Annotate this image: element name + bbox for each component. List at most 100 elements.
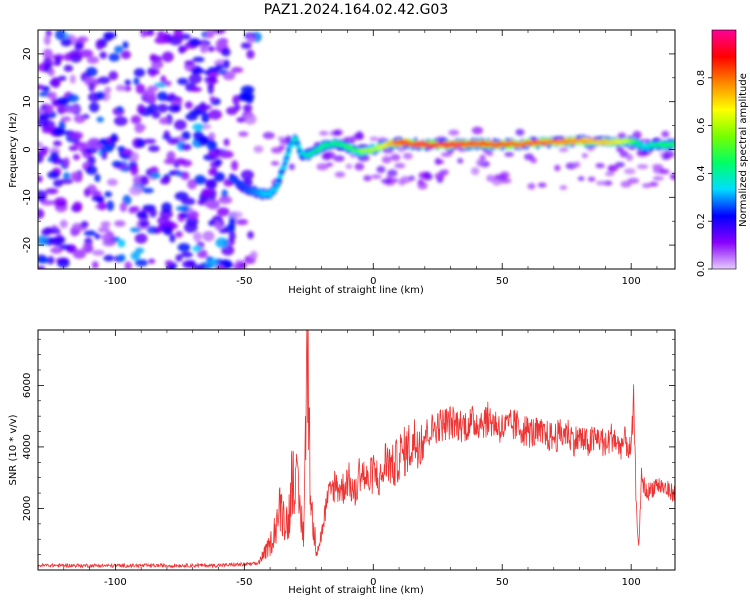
spectrogram-noise-blob	[100, 233, 112, 241]
spectrogram-noise-blob	[51, 157, 64, 165]
spectrogram-noise-blob	[499, 171, 510, 179]
spectrogram-noise-blob	[470, 167, 480, 176]
spectrogram-noise-blob	[240, 85, 255, 95]
spectrogram-noise-blob	[114, 220, 126, 227]
spectrogram-noise-blob	[180, 143, 192, 151]
spectrogram-noise-blob	[363, 175, 372, 182]
spectrogram-noise-blob	[175, 205, 190, 212]
spectrogram-ridge-cell	[493, 144, 499, 146]
spectrogram-ridge-cell	[561, 139, 567, 141]
spectrogram-ridge-cell	[348, 144, 353, 149]
spectrogram-ridge-cell	[287, 145, 293, 150]
spectrogram-noise-blob	[88, 137, 100, 144]
spectrogram-noise-blob	[158, 117, 171, 125]
spectrogram-noise-blob	[74, 42, 84, 51]
spectrogram-y-tick-label: -10	[22, 189, 33, 205]
spectrogram-noise-blob	[188, 38, 201, 47]
snr-frame	[37, 329, 676, 571]
spectrogram-noise-blob	[59, 178, 74, 185]
spectrogram-noise-blob	[270, 161, 280, 166]
spectrogram-noise-blob	[88, 102, 100, 113]
spectrogram-ridge-cell	[318, 146, 324, 151]
spectrogram-ridge-cell	[453, 144, 459, 149]
spectrogram-noise-blob	[130, 165, 139, 176]
spectrogram-noise-blob	[381, 155, 392, 164]
spectrogram-noise-blob	[124, 79, 132, 86]
spectrogram-noise-blob	[355, 131, 364, 139]
spectrogram-noise-blob	[80, 220, 89, 228]
spectrogram-ridge-cell	[553, 139, 559, 141]
spectrogram-noise-blob	[354, 162, 365, 171]
colorbar-frame	[711, 29, 737, 270]
spectrogram-noise-blob	[38, 108, 45, 115]
spectrogram-noise-blob	[140, 175, 150, 186]
snr-y-tick-label: 6000	[22, 373, 33, 398]
spectrogram-noise-blob	[59, 219, 68, 229]
spectrogram-noise-blob	[140, 221, 147, 229]
spectrogram-ridge-cell	[425, 142, 431, 145]
spectrogram-ridge-cell	[278, 173, 284, 178]
spectrogram-noise-blob	[178, 46, 188, 52]
spectrogram-noise-blob	[134, 233, 148, 244]
spectrogram-noise-blob	[642, 183, 652, 189]
spectrogram-y-axis-label: Frequency (Hz)	[8, 112, 19, 188]
spectrogram-noise-blob	[97, 201, 107, 211]
spectrogram-x-tick-label: 100	[622, 276, 641, 287]
spectrogram-noise-blob	[53, 197, 67, 208]
spectrogram-ridge-cell	[572, 139, 578, 141]
spectrogram-noise-blob	[136, 210, 147, 219]
spectrogram-noise-blob	[345, 163, 353, 170]
colorbar-label: Normalized spectral amplitude	[738, 73, 749, 227]
spectrogram-noise-blob	[369, 136, 379, 142]
spectrogram-noise-blob	[41, 126, 53, 134]
spectrogram-noise-blob	[247, 231, 254, 239]
spectrogram-noise-blob	[209, 96, 216, 102]
spectrogram-noise-blob	[204, 179, 216, 189]
spectrogram-ridge-cell	[620, 139, 626, 141]
spectrogram-noise-blob	[122, 194, 132, 206]
spectrogram-ridge-cell	[414, 142, 420, 145]
spectrogram-noise-blob	[167, 265, 176, 269]
spectrogram-noise-blob	[581, 152, 588, 159]
colorbar-tick-label: 0.0	[696, 261, 707, 277]
spectrogram-noise-blob	[97, 226, 110, 233]
spectrogram-noise-blob	[47, 256, 55, 265]
spectrogram-noise-blob	[71, 222, 83, 231]
spectrogram-x-tick-label: -50	[236, 276, 252, 287]
spectrogram-ridge-cell	[273, 186, 279, 191]
spectrogram-noise-blob	[246, 35, 255, 44]
spectrogram-noise-blob	[41, 85, 51, 92]
spectrogram-noise-blob	[142, 187, 154, 194]
spectrogram-noise-blob	[100, 221, 111, 228]
spectrogram-noise-blob	[68, 145, 79, 152]
snr-y-ticks: 2000 4000 6000	[22, 338, 675, 571]
spectrogram-x-tick-label: -100	[104, 276, 127, 287]
snr-panel: -100 -50 0 50 100 2000 4000 6000 Height of str…	[8, 329, 676, 596]
spectrogram-noise-blob	[117, 146, 126, 152]
spectrogram-noise-blob	[55, 30, 66, 41]
spectrogram-ridge-cell	[592, 139, 598, 141]
spectrogram-noise-blob	[537, 182, 547, 188]
spectrogram-noise-blob	[47, 170, 60, 179]
spectrogram-noise-blob	[143, 138, 157, 144]
spectrogram-noise-blob	[60, 116, 72, 122]
spectrogram-noise-blob	[38, 115, 50, 121]
spectrogram-noise-blob	[68, 49, 83, 60]
snr-x-ticks: -100 -50 0 50 100	[37, 330, 658, 588]
spectrogram-ridge-cell	[410, 143, 415, 146]
spectrogram-ridge-cell	[458, 143, 463, 146]
spectrogram-noise-blob	[595, 180, 607, 186]
spectrogram-noise-blob	[208, 168, 216, 176]
spectrogram-noise-blob	[225, 70, 236, 78]
spectrogram-noise-blob	[202, 230, 215, 242]
spectrogram-ridge	[229, 134, 675, 200]
spectrogram-noise-blob	[207, 83, 214, 95]
spectrogram-y-tick-label: 10	[22, 95, 33, 108]
spectrogram-ridge-cell	[567, 139, 573, 141]
spectrogram-noise-blob	[659, 168, 670, 175]
spectrogram-noise-blob	[159, 177, 170, 185]
spectrogram-ridge-cell	[544, 143, 550, 145]
spectrogram-ridge-cell	[614, 139, 620, 141]
spectrogram-ridge-cell	[281, 164, 287, 169]
